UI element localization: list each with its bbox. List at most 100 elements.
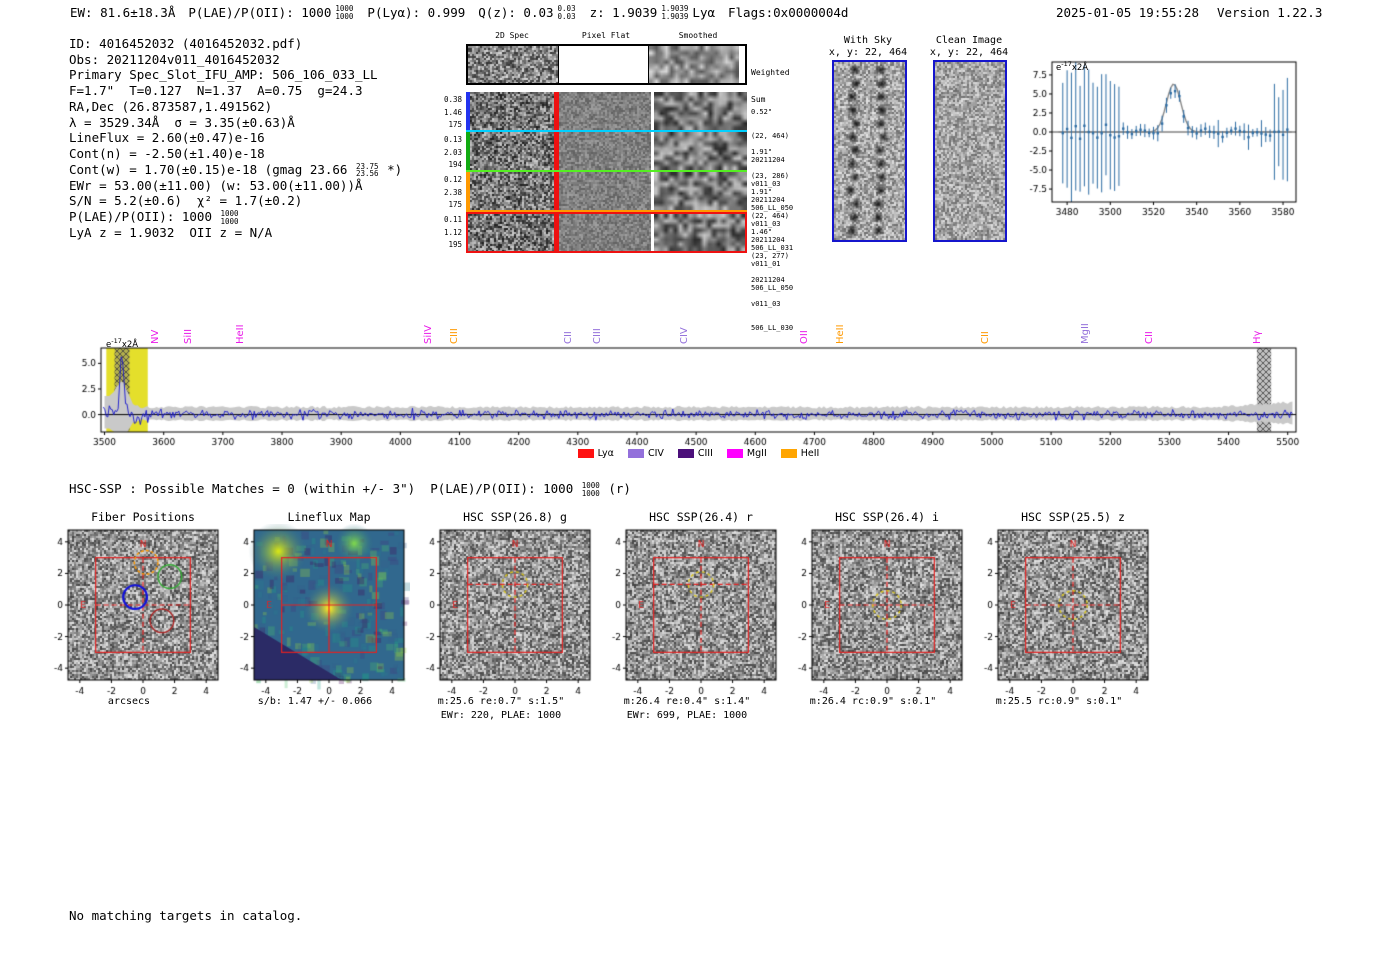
detail-id: ID: 4016452032 (4016452032.pdf) [69,36,303,51]
spec2d-row5-2dspec-image [468,214,554,251]
spec2d-row-2 [466,92,747,132]
spec2d-row2-scales: 0.38 1.46 175 [438,94,462,132]
weighted-label-line: Sum [751,95,766,104]
line-marker-cii-5006: CII [980,331,992,344]
line-marker-siii-3658: SiII [183,328,195,344]
legend-item-heii: HeII [780,448,820,459]
scale-value: 175 [448,120,462,129]
info-line: 20211204 [751,156,785,164]
hsc-r-caption2: EWr: 699, PLAE: 1000 [626,710,748,721]
line-marker-heii-3746: HeII [235,324,247,344]
footer-notes: No matching targets in catalog. Row inte… [69,876,302,953]
info-line: 20211204 [751,276,785,284]
legend-swatch [780,449,797,458]
fiber-positions-cutout [34,524,224,702]
info-line: 506_LL_030 [751,324,794,332]
spec2d-row4-pixelflat-image [559,172,651,210]
line-marker-oii-4699: OII [798,330,810,344]
spec2d-row3-info: 1.91" (23, 286) 20211204 v011_03 506_LL_… [751,132,793,268]
legend-item-civ: CIV [627,448,664,459]
spec2d-row3-line-marker-bar [554,132,559,170]
spec2d-row-4 [466,172,747,212]
info-line: 1.46" [751,228,773,236]
withsky-title: With Sky [843,35,893,46]
detail-redshifts: LyA z = 1.9032 OII z = N/A [69,225,273,241]
header-meta: 2025-01-05 19:55:28 Version 1.22.3 [1056,5,1322,20]
full-spectrum-plot [60,336,1345,450]
legend-item-lyα: Lyα [577,448,614,459]
info-line: v011_03 [751,300,781,308]
header-plae-lo: 1000 [335,11,354,21]
detail-cont-w: Cont(w) = 1.70(±0.15)e-18 (gmag 23.66 23… [69,162,402,178]
spec2d-row5-pixelflat-image [559,214,651,251]
header-plae-range: 1000 1000 [335,5,353,20]
detail-gmag-lo: 23.56 [355,169,379,179]
scale-value: 175 [448,200,462,209]
hsc-plae-lo: 1000 [581,488,600,498]
cutout-title-hsc-r: HSC SSP(26.4) r [649,510,753,524]
unit-suffix: x2Å [121,340,139,350]
detail-plae-lo: 1000 [220,216,239,226]
cutout-title-lineflux-map: Lineflux Map [287,510,371,524]
header-z-range: 1.9039 1.9039 [661,5,688,20]
detail-radec: RA,Dec (26.873587,1.491562) [69,98,273,114]
header-qz-range: 0.03 0.03 [558,5,576,20]
spec2d-row2-2dspec-image [470,92,554,130]
spec2d-row5-line-marker-bar [554,214,559,251]
hsc-r-cutout [592,524,782,702]
spec2d-row3-pixelflat-image [559,132,651,170]
spec2d-row2-info: 0.52" (22, 464) 20211204 v011_03 506_LL_… [751,92,793,228]
spec2d-row4-color-bar [466,172,470,210]
info-line: 1.91" [751,188,773,196]
legend-label: HeII [800,448,820,459]
spec2d-row-5 [466,212,747,253]
info-line: (23, 277) [751,252,789,260]
legend-swatch [627,449,644,458]
spec2d-row4-scales: 0.12 2.38 175 [438,174,462,212]
lineflux-map-caption: s/b: 1.47 +/- 0.066 [257,696,373,707]
legend-label: CIII [697,448,713,459]
info-line: 506_LL_050 [751,284,794,292]
info-line: (22, 464) [751,132,789,140]
hsc-g-cutout [406,524,596,702]
detail-plae: P(LAE)/P(OII): 1000 1000 1000 [69,209,402,225]
detail-wavelength: λ = 3529.34Å σ = 3.35(±0.63)Å [69,114,295,130]
line-marker-ciii-4108: CIII [449,328,461,344]
hsc-r-caption: m:26.4 re:0.4" s:1.4" [623,696,751,707]
legend-label: CIV [647,448,664,459]
detail-lineflux: LineFlux = 2.60(±0.47)e-16 [69,130,265,146]
info-line: v011_03 [751,180,781,188]
scale-value: 0.13 [443,135,462,144]
detail-sn-chi2: S/N = 5.2(±0.6) χ² = 1.7(±0.2) [69,193,303,209]
unit-suffix: x2Å [1071,63,1089,73]
hsc-matches-line: HSC-SSP : Possible Matches = 0 (within +… [69,481,631,497]
spec2d-weighted-sum-label: Weighted Sum [751,50,790,122]
detail-primary-amp: Primary Spec_Slot_IFU_AMP: 506_106_033_L… [69,67,378,83]
spectrum-unit-label: e-17x2Å [106,337,139,350]
header-ew: EW: 81.6±18.3Å [70,5,176,20]
legend-swatch [726,449,743,458]
line-marker-siiv-4064: SiIV [423,325,435,344]
hsc-z-cutout [964,524,1154,702]
line-marker-cii-4300: CII [562,331,574,344]
detail-cont-w-post: *) [379,161,403,177]
header-z: z: 1.9039 1.9039 1.9039 Lyα [590,5,715,20]
info-line: 20211204 [751,236,785,244]
unit-exp: -17 [1061,60,1072,69]
line-marker-ciii-4349: CIII [591,328,603,344]
info-line: v011_01 [751,260,781,268]
spec2d-row5-scales: 0.11 1.12 195 [438,214,462,252]
line-fit-zoom-plot [1012,52,1304,232]
line-marker-cii-5282: CII [1143,331,1155,344]
fiber-positions-xlabel: arcsecs [107,696,151,707]
spec2d-header-2dspec: 2D Spec [495,31,529,40]
detail-cont-w-pre: Cont(w) = 1.70(±0.15)e-18 (gmag 23.66 [69,161,355,177]
unit-exp: -17 [111,337,122,346]
info-line: (23, 286) [751,172,789,180]
clean-cutout-image [933,60,1007,242]
detection-details: ID: 4016452032 (4016452032.pdf) Obs: 202… [69,36,402,241]
zoom-plot-unit-label: e-17x2Å [1056,60,1089,73]
scale-value: 2.03 [443,147,462,157]
spec2d-row4-line-marker-bar [554,172,559,210]
scale-value: 0.12 [443,175,462,184]
